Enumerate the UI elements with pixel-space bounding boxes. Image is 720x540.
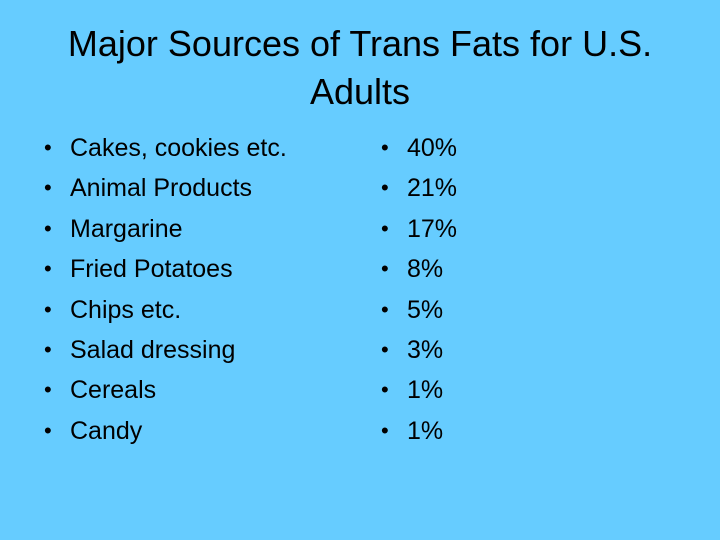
source-item: Animal Products bbox=[44, 168, 364, 208]
percent-list: 40%21%17%8%5%3%1%1% bbox=[381, 128, 581, 451]
percent-item: 21% bbox=[381, 168, 581, 208]
percent-item: 1% bbox=[381, 370, 581, 410]
source-item: Salad dressing bbox=[44, 330, 364, 370]
percent-item: 40% bbox=[381, 128, 581, 168]
source-item: Chips etc. bbox=[44, 290, 364, 330]
percent-item: 8% bbox=[381, 249, 581, 289]
source-list: Cakes, cookies etc.Animal ProductsMargar… bbox=[44, 128, 364, 451]
source-item: Margarine bbox=[44, 209, 364, 249]
percent-item: 17% bbox=[381, 209, 581, 249]
source-item: Cereals bbox=[44, 370, 364, 410]
percent-item: 5% bbox=[381, 290, 581, 330]
percent-item: 3% bbox=[381, 330, 581, 370]
percent-item: 1% bbox=[381, 411, 581, 451]
source-item: Cakes, cookies etc. bbox=[44, 128, 364, 168]
source-item: Fried Potatoes bbox=[44, 249, 364, 289]
slide-title: Major Sources of Trans Fats for U.S. Adu… bbox=[67, 23, 653, 112]
source-item: Candy bbox=[44, 411, 364, 451]
